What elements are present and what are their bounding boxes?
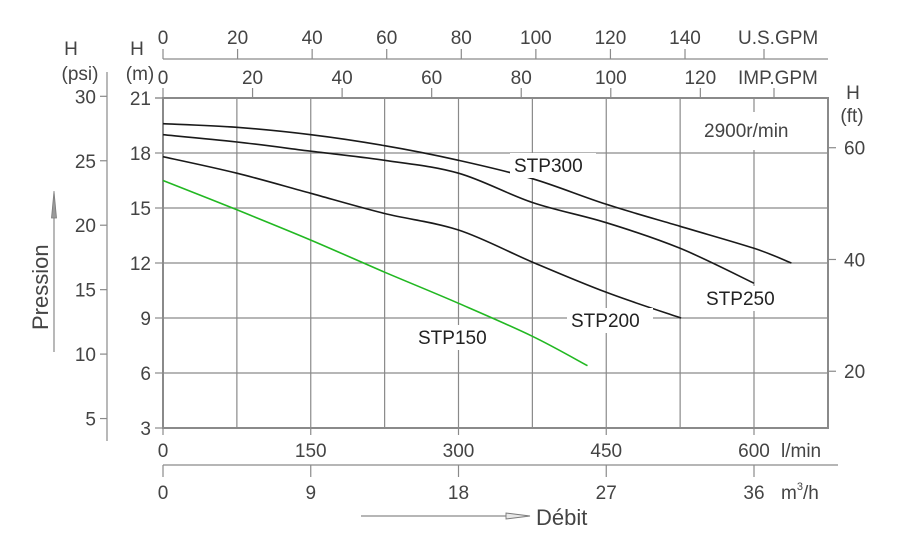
h-psi-unit: (psi) (62, 64, 99, 85)
tick-label-l-min: 0 (158, 441, 169, 462)
tick-label-m3h: 18 (448, 483, 469, 504)
h-psi-title: H (64, 39, 78, 60)
curve-label-stp300: STP300 (514, 156, 583, 177)
tick-label-psi: 5 (85, 410, 96, 431)
curve-label-stp200: STP200 (571, 311, 640, 332)
tick-label-us-gpm: 80 (451, 28, 472, 49)
curve-label-bg (414, 325, 500, 350)
curve-stp250 (162, 133, 755, 284)
tick-label-ft: 20 (844, 362, 865, 383)
tick-label-psi: 30 (75, 87, 96, 108)
pression-axis-title: Pression (28, 244, 53, 330)
curve-label-stp250: STP250 (706, 289, 775, 310)
pression-arrow-icon (51, 190, 57, 219)
tick-label-imp-gpm: 80 (511, 68, 532, 89)
curve-stp150 (162, 179, 588, 367)
h-ft-title: H (846, 83, 860, 104)
pump-curves: STP300 STP250 STP200 STP150 (162, 112, 826, 367)
tick-label-h-m: 6 (140, 364, 151, 385)
m3h-base: m (781, 483, 797, 504)
tick-label-imp-gpm: 100 (595, 68, 627, 89)
tick-label-us-gpm: 40 (302, 28, 323, 49)
tick-label-m3h: 36 (743, 483, 764, 504)
tick-label-l-min: 600 (738, 441, 770, 462)
tick-label-psi: 25 (75, 152, 96, 173)
tick-label-us-gpm: 60 (376, 28, 397, 49)
tick-label-us-gpm: 100 (520, 28, 552, 49)
tick-label-us-gpm: 20 (227, 28, 248, 49)
tick-label-imp-gpm: 20 (242, 68, 263, 89)
tick-label-m3h: 9 (305, 483, 316, 504)
tick-label-l-min: 150 (295, 441, 327, 462)
m3h-unit: m3/h (781, 481, 819, 504)
debit-axis-title: Débit (536, 505, 587, 530)
tick-label-psi: 15 (75, 281, 96, 302)
tick-label-l-min: 300 (443, 441, 475, 462)
tick-label-imp-gpm: 0 (158, 68, 169, 89)
curve-label-bg (510, 153, 596, 178)
text-labels: 2900r/min H (psi) H (m) H (ft) U.S.GPM I… (28, 28, 864, 530)
tick-label-us-gpm: 0 (158, 28, 169, 49)
axis-arrows (51, 190, 531, 520)
curve-label-stp150: STP150 (418, 328, 487, 349)
tick-label-us-gpm: 120 (595, 28, 627, 49)
tick-label-imp-gpm: 40 (332, 68, 353, 89)
tick-label-h-m: 21 (130, 89, 151, 110)
tick-label-us-gpm: 140 (669, 28, 701, 49)
imp-gpm-unit: IMP.GPM (738, 68, 818, 89)
rpm-label-bg (700, 112, 826, 150)
tick-label-psi: 20 (75, 216, 96, 237)
tick-label-m3h: 0 (158, 483, 169, 504)
tick-label-m3h: 27 (596, 483, 617, 504)
tick-label-ft: 40 (844, 250, 865, 271)
tick-label-h-m: 9 (140, 309, 151, 330)
tick-label-imp-gpm: 120 (684, 68, 716, 89)
curve-label-bg (567, 308, 653, 333)
tick-label-l-min: 450 (590, 441, 622, 462)
h-m-title: H (130, 39, 144, 60)
tick-label-imp-gpm: 60 (421, 68, 442, 89)
curve-stp300 (162, 122, 792, 264)
tick-label-h-m: 15 (130, 199, 151, 220)
tick-label-h-m: 12 (130, 254, 151, 275)
l-min-unit: l/min (781, 441, 821, 462)
h-ft-unit: (ft) (840, 106, 863, 127)
us-gpm-unit: U.S.GPM (738, 28, 818, 49)
curve-label-bg (702, 286, 788, 311)
tick-label-h-m: 3 (140, 419, 151, 440)
tick-label-ft: 60 (844, 139, 865, 160)
debit-arrow-icon (505, 512, 531, 520)
tick-label-h-m: 18 (130, 144, 151, 165)
rpm-annotation: 2900r/min (704, 121, 789, 142)
h-m-unit: (m) (126, 64, 154, 85)
tick-label-psi: 10 (75, 345, 96, 366)
curve-stp200 (162, 155, 682, 319)
m3h-tail: /h (803, 483, 819, 504)
m3h-sup: 3 (797, 481, 803, 493)
